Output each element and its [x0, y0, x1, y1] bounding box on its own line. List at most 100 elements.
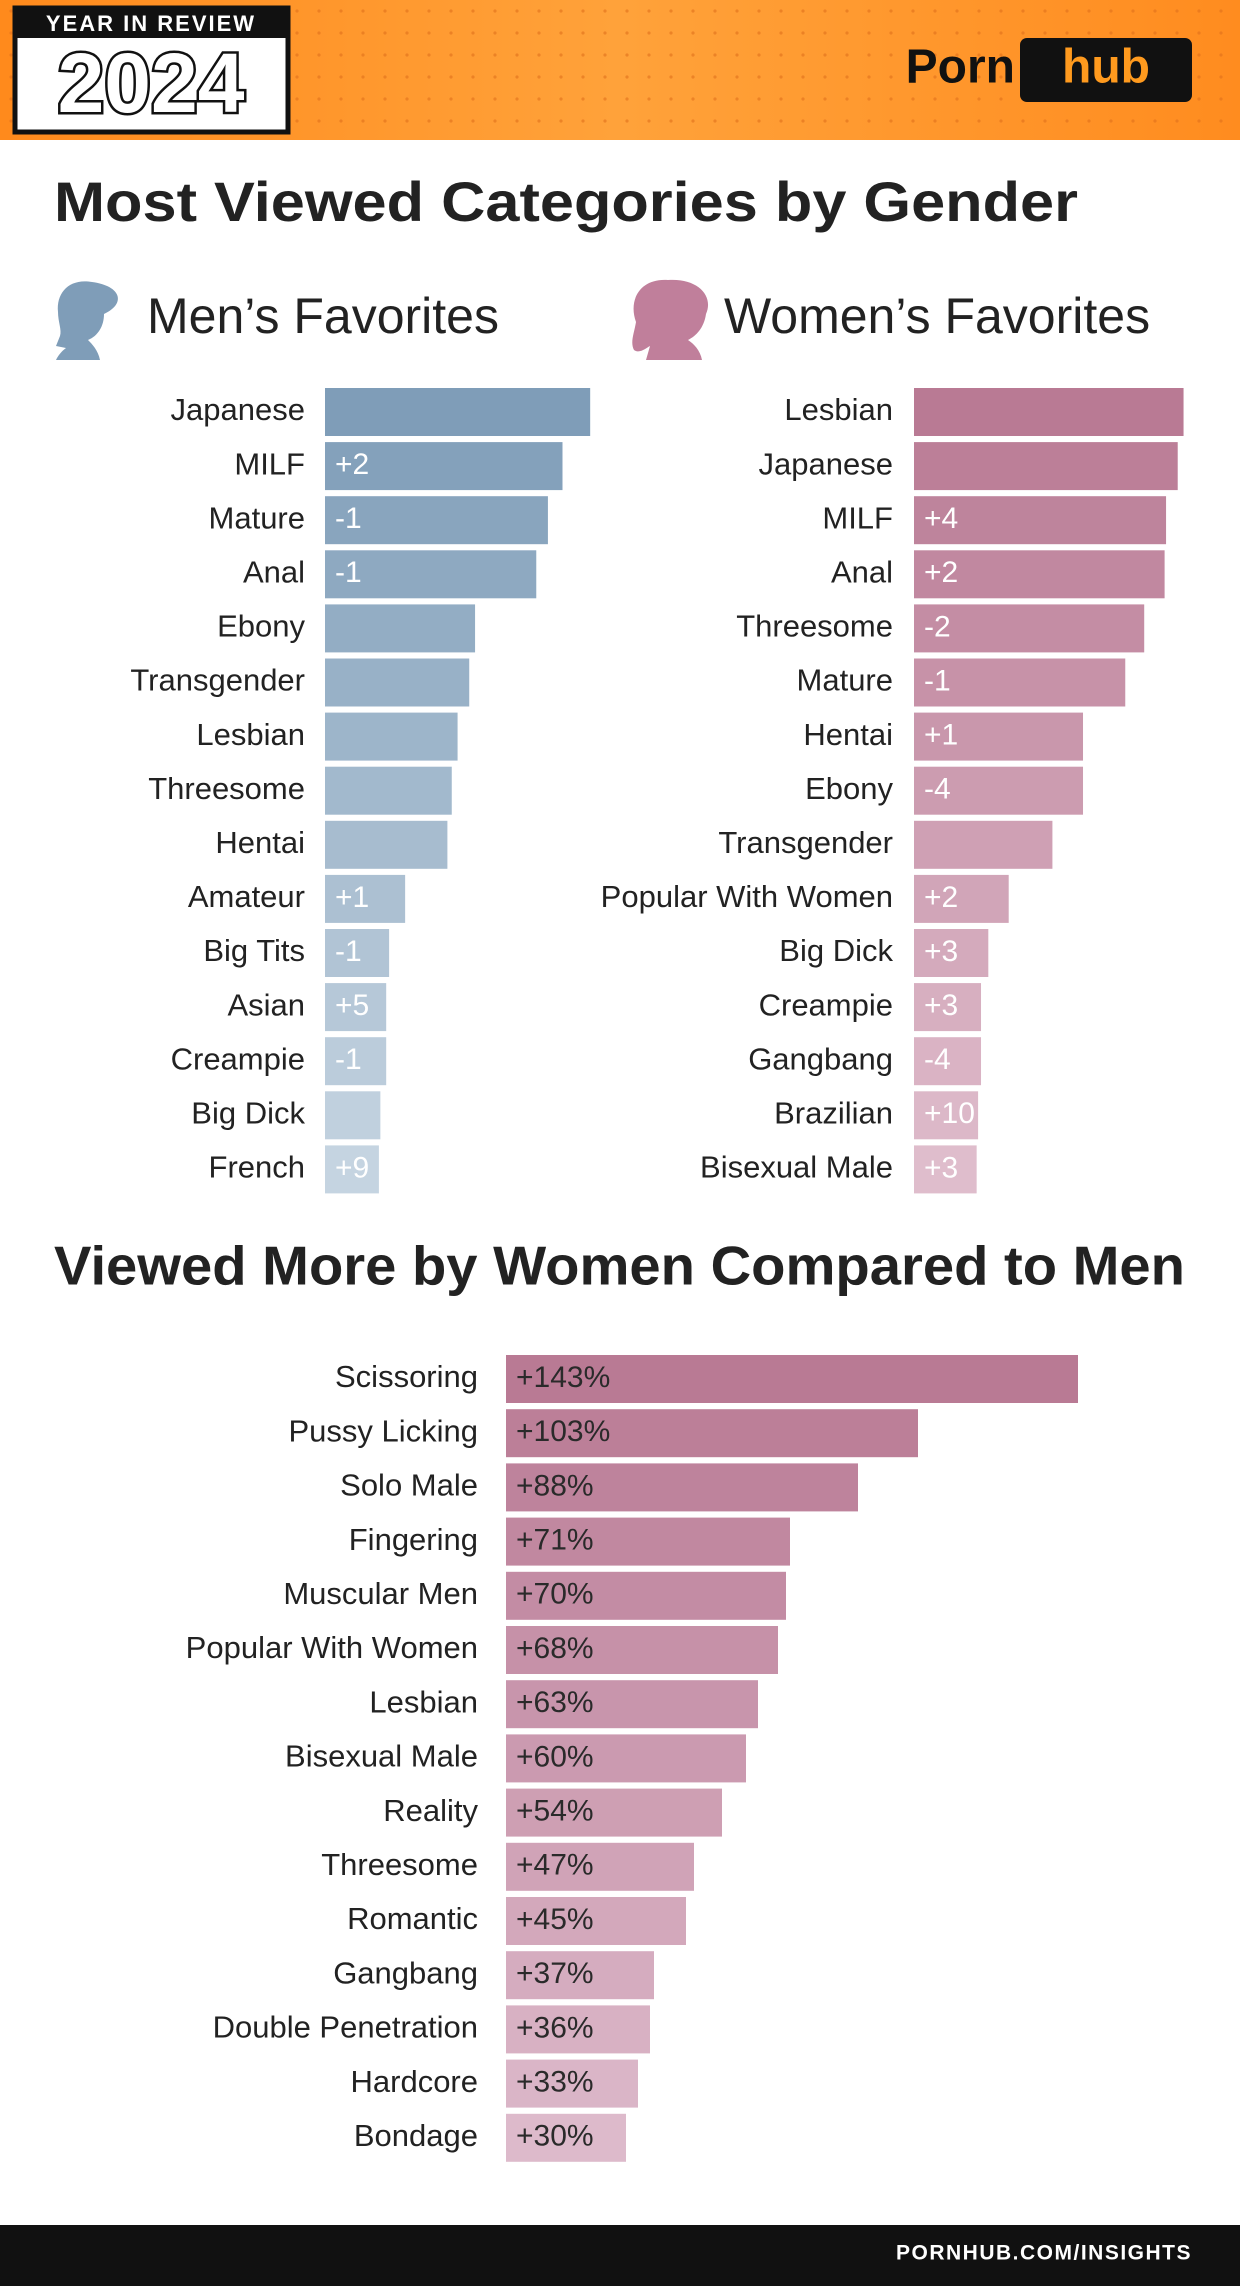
rank-change: -1	[335, 935, 362, 968]
bar	[506, 1626, 778, 1674]
bar	[325, 766, 452, 815]
category-label: Hentai	[215, 825, 305, 860]
value-label: +63%	[516, 1686, 594, 1719]
rank-change: -1	[924, 664, 951, 697]
category-label: Lesbian	[369, 1684, 478, 1719]
bar	[325, 604, 476, 653]
category-label: Anal	[831, 554, 893, 589]
bar	[914, 550, 1165, 599]
value-label: +71%	[516, 1524, 594, 1557]
value-label: +70%	[516, 1578, 594, 1611]
bar	[325, 874, 406, 923]
rank-change: +9	[335, 1151, 369, 1184]
category-label: Gangbang	[748, 1041, 893, 1076]
bar	[506, 1951, 654, 2000]
category-label: Double Penetration	[213, 2010, 478, 2045]
bar	[325, 983, 387, 1032]
category-label: Popular With Women	[186, 1630, 478, 1665]
category-label: Transgender	[718, 825, 893, 860]
rank-change: -1	[335, 1043, 362, 1076]
rank-change: +5	[335, 989, 369, 1022]
rank-change: -4	[924, 1043, 951, 1076]
category-label: Ebony	[217, 609, 305, 644]
bar	[914, 1145, 977, 1194]
brand-box	[1020, 38, 1192, 102]
value-label: +54%	[516, 1795, 594, 1828]
category-label: Japanese	[171, 392, 305, 427]
bar	[325, 820, 448, 869]
year: 2024	[58, 36, 245, 130]
rank-change: -1	[335, 502, 362, 535]
bar	[506, 1680, 758, 1729]
bar	[914, 658, 1126, 707]
bar	[914, 766, 1084, 815]
value-label: +60%	[516, 1740, 594, 1773]
category-label: Fingering	[349, 1522, 478, 1557]
bar	[914, 496, 1167, 545]
bar	[914, 1091, 979, 1140]
value-label: +37%	[516, 1957, 594, 1990]
category-label: Pussy Licking	[288, 1413, 478, 1448]
rank-change: +3	[924, 935, 958, 968]
bar	[506, 1788, 722, 1837]
bar	[325, 496, 548, 545]
category-label: Amateur	[188, 879, 305, 914]
bar	[914, 712, 1084, 761]
bar	[914, 604, 1145, 653]
category-label: Threesome	[148, 771, 305, 806]
bar	[325, 388, 591, 436]
value-label: +47%	[516, 1849, 594, 1882]
value-label: +30%	[516, 2120, 594, 2153]
footer-band	[0, 2225, 1240, 2286]
bar	[325, 929, 390, 977]
bar	[506, 1571, 786, 1620]
category-label: Anal	[243, 554, 305, 589]
bar	[914, 388, 1184, 436]
rank-change: +1	[335, 881, 369, 914]
badge: YEAR IN REVIEW	[46, 11, 256, 36]
bar	[506, 2059, 638, 2108]
category-label: Transgender	[130, 663, 305, 698]
category-label: Japanese	[759, 446, 893, 481]
section-title: Most Viewed Categories by Gender	[54, 170, 1078, 233]
rank-change: +3	[924, 1151, 958, 1184]
category-label: French	[209, 1150, 305, 1185]
rank-change: +4	[924, 502, 958, 535]
rank-change: +2	[924, 556, 958, 589]
category-label: MILF	[234, 446, 305, 481]
brand-left: Porn	[906, 41, 1015, 94]
rank-change: +1	[924, 719, 958, 752]
rank-change: -2	[924, 610, 951, 643]
category-label: Creampie	[759, 987, 893, 1022]
value-label: +143%	[516, 1361, 610, 1394]
category-label: Lesbian	[196, 717, 305, 752]
rank-change: +2	[924, 881, 958, 914]
category-label: Romantic	[347, 1901, 478, 1936]
bar	[325, 658, 470, 707]
women-icon	[632, 279, 709, 360]
bar	[506, 1463, 858, 1512]
value-label: +103%	[516, 1415, 610, 1448]
chart-title: Women’s Favorites	[724, 288, 1150, 344]
footer: PORNHUB.COM/INSIGHTS	[896, 2242, 1192, 2265]
bar	[914, 874, 1009, 923]
bar	[506, 1409, 918, 1458]
category-label: Big Tits	[203, 933, 305, 968]
bar	[506, 1355, 1078, 1403]
rank-change: +10	[924, 1097, 975, 1130]
category-label: Gangbang	[333, 1955, 478, 1990]
bar	[506, 1842, 694, 1891]
category-label: Solo Male	[340, 1468, 478, 1503]
value-label: +45%	[516, 1903, 594, 1936]
value-label: +68%	[516, 1632, 594, 1665]
value-label: +33%	[516, 2066, 594, 2099]
bar	[325, 550, 537, 599]
rank-change: -1	[335, 556, 362, 589]
category-label: Creampie	[171, 1041, 305, 1076]
brand-right: hub	[1062, 41, 1150, 94]
category-label: Asian	[227, 987, 305, 1022]
category-label: Bisexual Male	[285, 1739, 478, 1774]
category-label: MILF	[822, 500, 893, 535]
category-label: Bisexual Male	[700, 1150, 893, 1185]
